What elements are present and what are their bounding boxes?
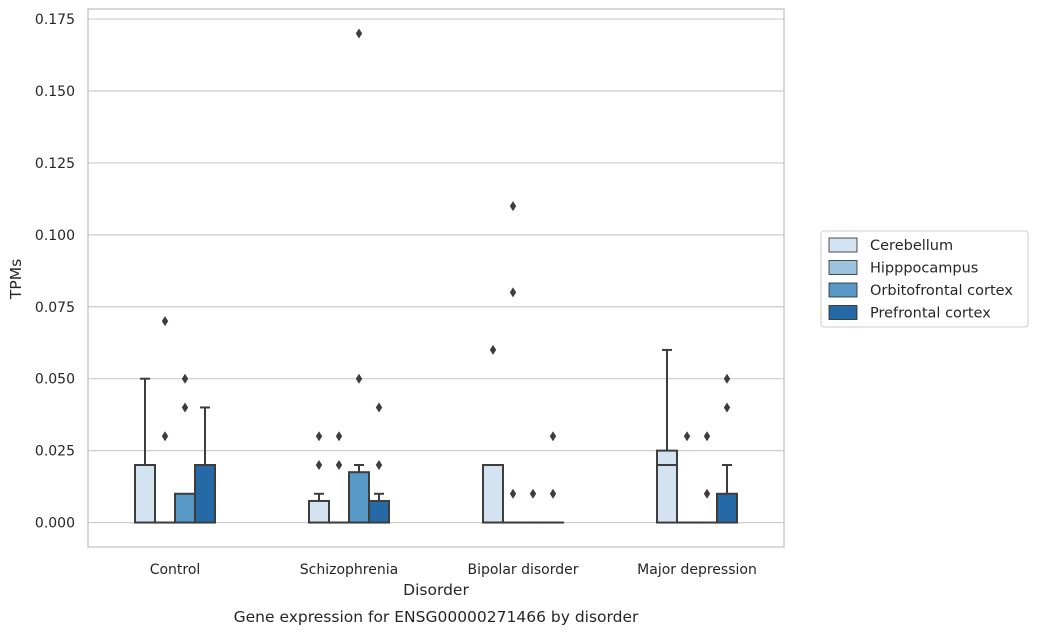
- box-body: [194, 464, 216, 524]
- legend-swatch: [828, 282, 858, 298]
- legend-swatch: [828, 260, 858, 275]
- x-tick-label: Schizophrenia: [300, 562, 398, 578]
- outlier-point: [549, 488, 557, 499]
- outlier-point: [355, 28, 363, 39]
- outlier-point: [181, 402, 189, 413]
- box-body: [716, 492, 738, 524]
- box-1-2: [348, 28, 370, 524]
- legend-swatch: [828, 237, 858, 253]
- legend: Cerebellum Hipppocampus Orbitofrontal cort…: [820, 230, 1029, 328]
- y-tick-label: 0.000: [35, 516, 75, 532]
- x-tick-label: Control: [150, 562, 201, 578]
- outlier-point: [549, 431, 557, 442]
- y-tick-label: 0.100: [35, 228, 75, 244]
- box-body: [368, 499, 390, 524]
- box-1-0: [308, 431, 330, 524]
- outlier-point: [683, 431, 691, 442]
- outlier-point: [703, 488, 711, 499]
- y-tick-labels: 0.000 0.025 0.050 0.075 0.100 0.125 0.150 0.175: [35, 12, 75, 531]
- x-tick-label: Major depression: [637, 562, 757, 578]
- outlier-point: [161, 316, 169, 327]
- box-body: [482, 464, 504, 524]
- legend-label: Orbitofrontal cortex: [870, 283, 1013, 299]
- legend-label: Cerebellum: [870, 238, 953, 254]
- outlier-point: [315, 460, 323, 471]
- outlier-point: [703, 431, 711, 442]
- box-0-3: [194, 406, 216, 524]
- box-body: [308, 499, 330, 524]
- legend-label: Hipppocampus: [870, 261, 978, 277]
- plot-frame: [87, 8, 785, 548]
- outlier-point: [375, 402, 383, 413]
- box-3-0: [656, 348, 678, 524]
- box-2-3: [542, 431, 564, 524]
- x-axis-label: Disorder: [403, 581, 469, 599]
- y-tick-label: 0.150: [35, 84, 75, 100]
- outlier-point: [335, 460, 343, 471]
- box-series: [134, 28, 738, 524]
- x-tick-label: Bipolar disorder: [467, 562, 578, 578]
- box-0-2: [174, 373, 196, 524]
- legend-frame: [820, 230, 1029, 328]
- outlier-point: [181, 373, 189, 384]
- outlier-point: [723, 402, 731, 413]
- outlier-point: [509, 201, 517, 212]
- box-body: [348, 471, 370, 524]
- outlier-point: [489, 344, 497, 355]
- y-tick-label: 0.025: [35, 444, 75, 460]
- box-0-0: [134, 377, 156, 524]
- box-2-0: [482, 344, 504, 524]
- chart-title: Gene expression for ENSG00000271466 by d…: [234, 608, 639, 626]
- box-body: [134, 464, 156, 524]
- outlier-point: [529, 488, 537, 499]
- x-tick-labels: Control Schizophrenia Bipolar disorder Majo…: [150, 562, 757, 578]
- y-tick-label: 0.050: [35, 372, 75, 388]
- outlier-point: [509, 287, 517, 298]
- outlier-point: [315, 431, 323, 442]
- legend-label: Prefrontal cortex: [870, 306, 991, 322]
- outlier-point: [375, 460, 383, 471]
- outlier-point: [355, 373, 363, 384]
- box-3-2: [696, 431, 718, 524]
- y-tick-label: 0.075: [35, 300, 75, 316]
- box-body: [656, 449, 678, 524]
- y-tick-label: 0.175: [35, 12, 75, 28]
- legend-swatch: [828, 305, 858, 320]
- outlier-point: [161, 431, 169, 442]
- y-axis-label: TPMs: [7, 259, 25, 300]
- outlier-point: [723, 373, 731, 384]
- box-1-3: [368, 402, 390, 524]
- box-3-3: [716, 373, 738, 524]
- y-tick-label: 0.125: [35, 156, 75, 172]
- plot-area: [88, 9, 784, 547]
- outlier-point: [509, 488, 517, 499]
- outlier-point: [335, 431, 343, 442]
- box-body: [174, 492, 196, 524]
